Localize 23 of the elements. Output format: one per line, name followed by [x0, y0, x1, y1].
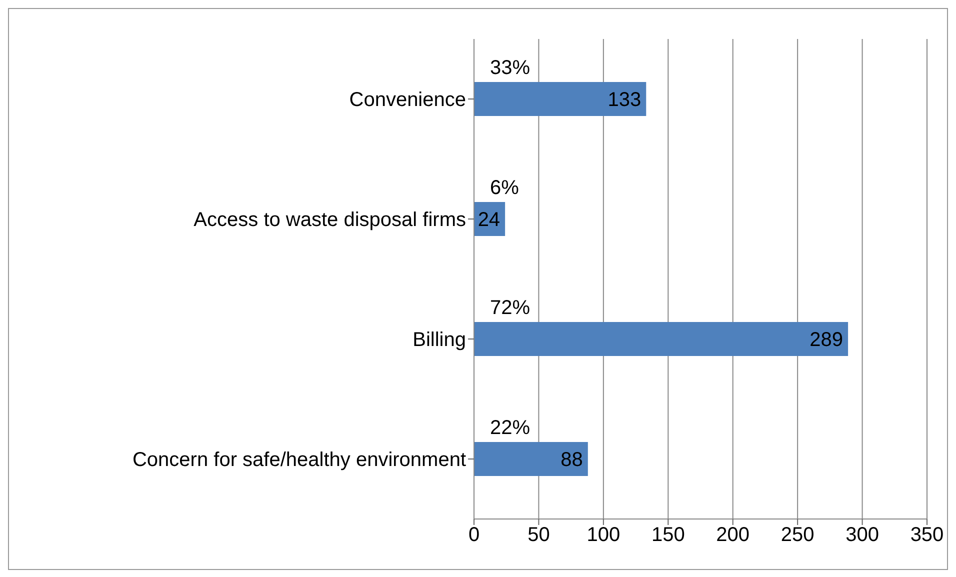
x-tick-label: 50: [528, 524, 550, 546]
x-tick-label: 100: [586, 524, 620, 546]
y-tick-label: Billing: [412, 329, 466, 352]
bar: [474, 442, 588, 476]
data-label: 289: [810, 329, 844, 352]
annotation: 72%: [490, 297, 530, 319]
y-tick-label: Concern for safe/healthy environment: [132, 449, 466, 472]
x-tick-label: 0: [468, 524, 480, 546]
y-tick-label: Convenience: [349, 89, 466, 112]
x-tick-label: 350: [910, 524, 944, 546]
y-tick-label: Access to waste disposal firms: [194, 209, 466, 232]
data-label: 24: [478, 209, 500, 232]
annotation: 22%: [490, 417, 530, 439]
bar: [474, 82, 646, 116]
x-tick-label: 300: [846, 524, 879, 546]
bar: [474, 322, 848, 356]
x-tick-label: 150: [651, 524, 685, 546]
x-tick-label: 250: [780, 524, 814, 546]
x-tick-label: 200: [716, 524, 750, 546]
data-label: 133: [608, 89, 642, 112]
data-label: 88: [560, 449, 583, 472]
annotation: 6%: [490, 177, 520, 199]
annotation: 33%: [490, 57, 530, 79]
